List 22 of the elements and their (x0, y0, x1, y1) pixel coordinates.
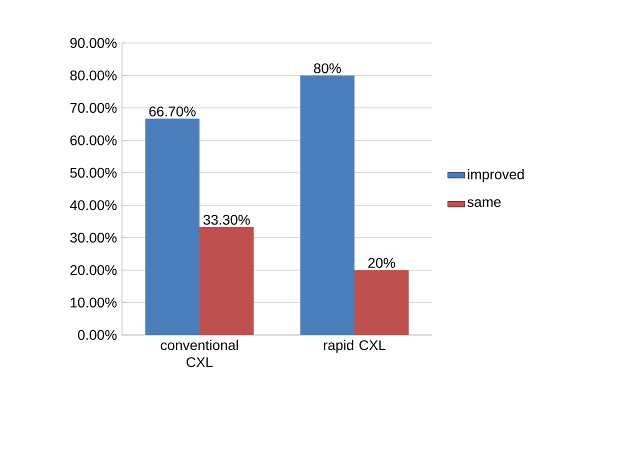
data-label: 66.70% (149, 106, 196, 116)
y-tick-label: 60.00% (70, 135, 117, 146)
x-tick-label: rapid CXL (324, 340, 386, 353)
bar (200, 226, 254, 335)
bar (145, 118, 200, 335)
y-tick-label: 40.00% (70, 200, 117, 210)
y-tick-label: 80.00% (70, 70, 117, 80)
data-label: 33.30% (203, 214, 250, 225)
y-tick-label: 70.00% (70, 102, 117, 113)
y-tick-label: 20.00% (70, 265, 117, 276)
y-tick-label: 0.00% (78, 330, 117, 340)
y-tick-label: 10.00% (70, 298, 117, 308)
y-tick-label: 30.00% (70, 232, 117, 243)
y-tick-label: 50.00% (70, 168, 117, 178)
bar (300, 75, 354, 335)
x-tick-label: conventional CXL (160, 340, 238, 368)
data-label: 20% (368, 258, 396, 268)
bar (354, 270, 409, 335)
y-tick-label: 90.00% (70, 38, 117, 48)
legend-label: improved (468, 169, 524, 182)
legend-label: same (467, 199, 501, 207)
data-label: 80% (314, 63, 341, 74)
